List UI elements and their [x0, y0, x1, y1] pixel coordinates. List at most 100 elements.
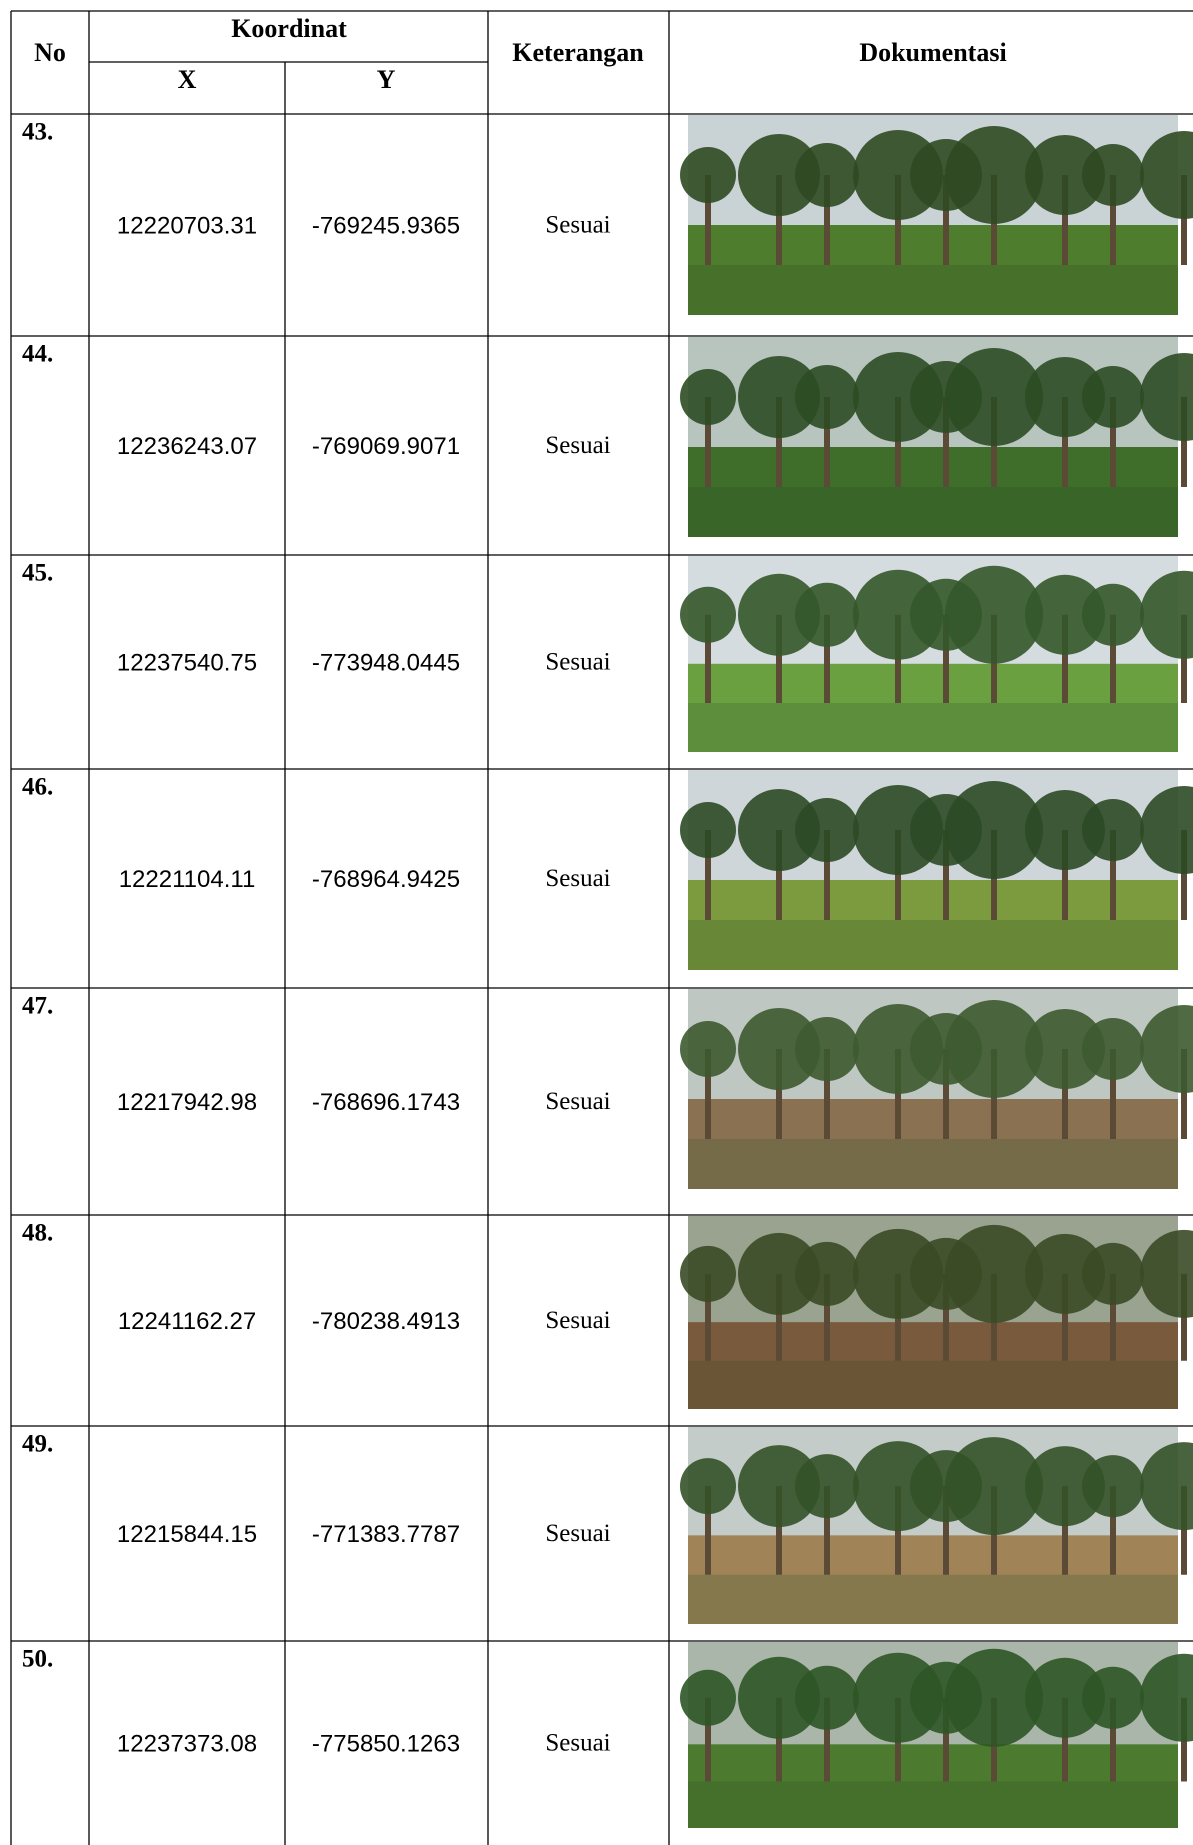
- coord-x: 12236243.07: [117, 433, 257, 460]
- photo-trunk: [705, 614, 711, 703]
- photo-foliage: [795, 798, 859, 862]
- photo-foliage: [738, 356, 820, 438]
- photo-trunk: [776, 397, 782, 487]
- photo-foliage: [738, 573, 820, 656]
- photo: [680, 1427, 1193, 1624]
- photo-trunk: [1062, 175, 1068, 265]
- photo-foliage: [795, 1241, 859, 1306]
- photo-foliage: [680, 586, 736, 643]
- photo: [680, 1642, 1193, 1828]
- photo-foliage: [680, 1245, 736, 1302]
- photo: [680, 115, 1193, 315]
- photo-foliage: [1140, 1442, 1193, 1531]
- photo-foliage: [1025, 1446, 1105, 1527]
- photo-shade: [688, 703, 1178, 752]
- photo-foliage: [680, 1669, 736, 1726]
- photo-ground: [688, 225, 1178, 315]
- photo: [680, 1216, 1193, 1409]
- photo-trunk: [824, 1486, 830, 1575]
- photo: [680, 989, 1193, 1189]
- photo-trunk: [824, 175, 830, 265]
- photo-foliage: [1025, 1657, 1105, 1738]
- photo-trunk: [705, 1273, 711, 1361]
- photo-foliage: [1082, 366, 1144, 428]
- table-grid: [10, 10, 1193, 1845]
- photo-foliage: [1025, 1009, 1105, 1089]
- photo-foliage: [945, 348, 1043, 446]
- photo-foliage: [1082, 1018, 1144, 1080]
- header-x: X: [178, 65, 197, 94]
- table-row: 45. 12237540.75 -773948.0445 Sesuai: [11, 556, 1193, 770]
- photo-trunk: [1110, 1273, 1116, 1361]
- row-number: 47.: [22, 993, 53, 1020]
- photo-foliage: [795, 582, 859, 647]
- photo-foliage: [1140, 353, 1193, 441]
- photo-trunk: [705, 1697, 711, 1782]
- photo-ground: [688, 663, 1178, 752]
- photo-trunk: [943, 1049, 949, 1139]
- photo-trunk: [705, 175, 711, 265]
- coord-y: -780238.4913: [312, 1308, 460, 1335]
- header-dokumentasi: Dokumentasi: [859, 38, 1006, 67]
- row-number: 45.: [22, 560, 53, 587]
- header-y: Y: [377, 65, 396, 94]
- photo-foliage: [1082, 144, 1144, 206]
- photo-trunk: [943, 614, 949, 703]
- photo-foliage: [945, 781, 1043, 879]
- photo-trunk: [824, 1049, 830, 1139]
- photo-trunk: [1110, 175, 1116, 265]
- coord-x: 12221104.11: [119, 866, 256, 893]
- photo-trunk: [943, 1273, 949, 1361]
- keterangan: Sesuai: [545, 1088, 610, 1115]
- row-number: 46.: [22, 774, 53, 801]
- photo-foliage: [795, 1665, 859, 1730]
- photo-foliage: [1025, 574, 1105, 655]
- photo-foliage: [738, 789, 820, 871]
- row-number: 48.: [22, 1220, 53, 1247]
- photo-foliage: [795, 1454, 859, 1519]
- photo-foliage: [795, 365, 859, 429]
- photo-trunk: [705, 1049, 711, 1139]
- photo-trunk: [1062, 1273, 1068, 1361]
- photo-foliage: [1140, 131, 1193, 219]
- coord-y: -771383.7787: [312, 1521, 460, 1548]
- photo-ground: [688, 1744, 1178, 1828]
- photo-trunk: [1110, 397, 1116, 487]
- photo-trunk: [776, 175, 782, 265]
- coord-y: -768964.9425: [312, 866, 460, 893]
- photo-trunk: [1062, 1486, 1068, 1575]
- table-row: 48. 12241162.27 -780238.4913 Sesuai: [11, 1216, 1193, 1427]
- coord-y: -769245.9365: [312, 212, 460, 239]
- coord-y: -775850.1263: [312, 1730, 460, 1757]
- photo-trunk: [1110, 1049, 1116, 1139]
- coord-x: 12237540.75: [117, 649, 257, 676]
- photo-ground: [688, 880, 1178, 970]
- keterangan: Sesuai: [545, 1520, 610, 1547]
- photo-foliage: [945, 1648, 1043, 1747]
- photo-trunk: [705, 830, 711, 920]
- coord-x: 12241162.27: [118, 1308, 256, 1335]
- photo-foliage: [1082, 583, 1144, 646]
- photo-trunk: [1181, 175, 1187, 265]
- keterangan: Sesuai: [545, 649, 610, 676]
- photo-ground: [688, 447, 1178, 537]
- photo-trunk: [776, 1697, 782, 1782]
- photo-trunk: [1062, 1049, 1068, 1139]
- photo-trunk: [824, 397, 830, 487]
- photo-foliage: [1140, 1653, 1193, 1742]
- photo-trunk: [824, 1273, 830, 1361]
- photo-foliage: [1140, 1005, 1193, 1093]
- keterangan: Sesuai: [545, 865, 610, 892]
- photo-shade: [688, 1360, 1178, 1409]
- photo-foliage: [1025, 135, 1105, 215]
- photo-trunk: [1110, 1697, 1116, 1782]
- photo-trunk: [705, 1486, 711, 1575]
- photo-trunk: [1062, 830, 1068, 920]
- photo: [680, 556, 1193, 752]
- photo-trunk: [943, 175, 949, 265]
- photo-foliage: [1082, 1455, 1144, 1518]
- photo: [680, 770, 1193, 970]
- photo-trunk: [1181, 1486, 1187, 1575]
